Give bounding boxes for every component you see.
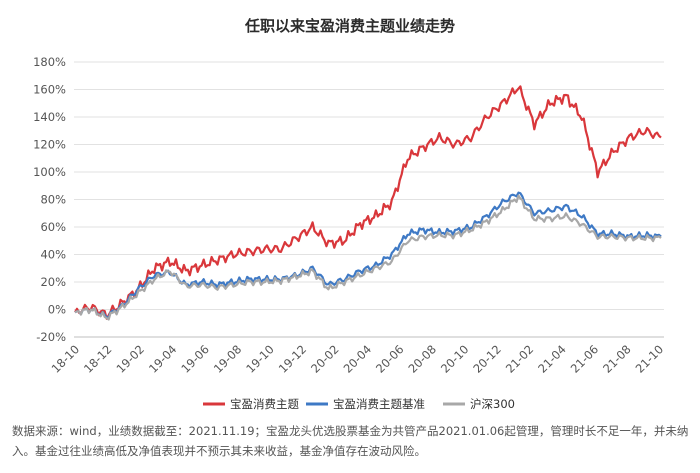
chart-title: 任职以来宝盈消费主题业绩走势 xyxy=(244,17,455,35)
y-tick-label: 40% xyxy=(40,248,66,262)
chart: 任职以来宝盈消费主题业绩走势 -20% 0% 20% 40% 60% 80% 100% 120… xyxy=(33,17,667,411)
x-tick-label: 18-12 xyxy=(81,342,115,376)
x-tick-label: 19-02 xyxy=(113,342,147,376)
legend-label: 宝盈消费主题基准 xyxy=(333,397,425,411)
x-tick-label: 19-06 xyxy=(178,342,212,376)
x-tick-label: 21-10 xyxy=(633,342,667,376)
y-tick-label: 80% xyxy=(40,193,66,207)
x-tick-label: 20-10 xyxy=(438,342,472,376)
x-tick-label: 19-08 xyxy=(211,342,245,376)
x-tick-label: 21-08 xyxy=(600,342,634,376)
footnote: 数据来源：wind，业绩数据截至：2021.11.19；宝盈龙头优选股票基金为共… xyxy=(12,424,689,458)
x-tick-label: 19-12 xyxy=(276,342,310,376)
y-tick-label: 120% xyxy=(33,138,66,152)
x-tick-label: 20-08 xyxy=(405,342,439,376)
y-tick-label: 0% xyxy=(48,303,66,317)
x-axis-ticks: 18-1018-1219-0219-0419-0619-0819-1019-12… xyxy=(49,342,667,376)
x-tick-label: 21-02 xyxy=(503,342,537,376)
x-tick-label: 19-04 xyxy=(146,342,180,376)
y-tick-label: 60% xyxy=(40,220,66,234)
x-tick-label: 20-02 xyxy=(308,342,342,376)
x-tick-label: 18-10 xyxy=(49,342,83,376)
series-lines xyxy=(74,85,662,321)
series-line xyxy=(74,85,662,320)
x-tick-label: 19-10 xyxy=(243,342,277,376)
y-tick-label: 140% xyxy=(33,110,66,124)
x-tick-label: 21-06 xyxy=(568,342,602,376)
x-tick-label: 21-04 xyxy=(535,342,569,376)
legend-item: 宝盈消费主题基准 xyxy=(306,397,425,411)
y-tick-label: 180% xyxy=(33,55,66,69)
x-tick-label: 20-04 xyxy=(341,342,375,376)
series-line xyxy=(74,194,662,321)
legend: 宝盈消费主题 宝盈消费主题基准 沪深300 xyxy=(203,397,515,411)
legend-label: 沪深300 xyxy=(470,397,515,411)
legend-label: 宝盈消费主题 xyxy=(230,397,299,411)
legend-item: 沪深300 xyxy=(443,397,515,411)
y-tick-label: 20% xyxy=(40,275,66,289)
legend-item: 宝盈消费主题 xyxy=(203,397,299,411)
grid-lines xyxy=(74,61,664,310)
x-tick-label: 20-06 xyxy=(373,342,407,376)
y-tick-label: -20% xyxy=(36,330,66,344)
y-tick-label: 160% xyxy=(33,83,66,97)
y-axis-ticks: -20% 0% 20% 40% 60% 80% 100% 120% 140% 160% 180% xyxy=(33,55,66,344)
y-tick-label: 100% xyxy=(33,165,66,179)
x-tick-label: 20-12 xyxy=(470,342,504,376)
